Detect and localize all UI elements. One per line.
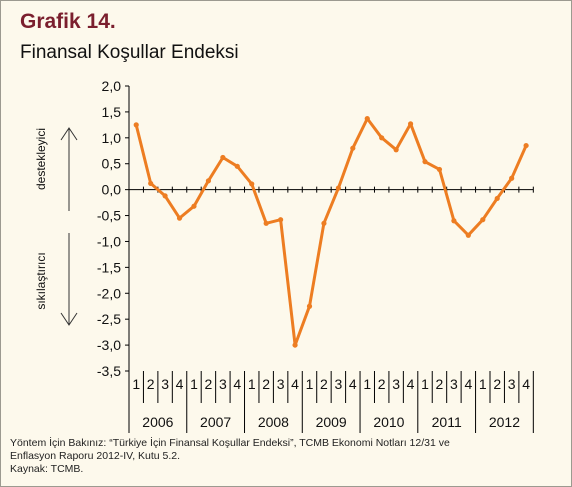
data-point bbox=[278, 217, 284, 223]
x-tick-label-year: 2009 bbox=[316, 414, 347, 430]
data-point bbox=[407, 121, 414, 127]
x-tick-label-quarter: 1 bbox=[248, 376, 256, 392]
method-note-line1: Yöntem İçin Bakınız: “Türkiye İçin Finan… bbox=[10, 437, 450, 449]
data-point bbox=[234, 163, 240, 169]
x-tick-label-quarter: 3 bbox=[277, 376, 285, 392]
x-tick-label-quarter: 2 bbox=[320, 376, 328, 392]
y-tick-label: -1,0 bbox=[97, 233, 121, 249]
series-fci bbox=[133, 116, 529, 348]
y-tick-label: -2,5 bbox=[97, 311, 121, 327]
data-point bbox=[220, 154, 226, 161]
y-tick-label: -2,0 bbox=[97, 285, 121, 301]
data-point bbox=[133, 122, 139, 128]
x-tick-label-quarter: 3 bbox=[450, 376, 458, 392]
chart-title: Grafik 14. bbox=[20, 10, 116, 33]
chart-subtitle: Finansal Koşullar Endeksi bbox=[20, 42, 239, 63]
y-tick-label: -3,5 bbox=[97, 363, 121, 379]
x-tick-label-quarter: 1 bbox=[479, 376, 487, 392]
x-tick-label-quarter: 4 bbox=[349, 376, 357, 392]
x-tick-label-quarter: 3 bbox=[219, 376, 227, 392]
x-tick-label-quarter: 4 bbox=[407, 376, 415, 392]
x-tick-label-quarter: 2 bbox=[262, 376, 270, 392]
x-tick-label-year: 2008 bbox=[258, 414, 289, 430]
data-point bbox=[350, 145, 356, 151]
source-note: Kaynak: TCMB. bbox=[10, 463, 84, 475]
x-tick-label-quarter: 4 bbox=[522, 376, 530, 392]
y-tick-label: 1,0 bbox=[102, 130, 122, 146]
data-point bbox=[205, 178, 212, 184]
annotation-lower: sıkılaştırıcı bbox=[34, 252, 48, 309]
notes: Yöntem İçin Bakınız: “Türkiye İçin Finan… bbox=[10, 437, 560, 476]
data-point bbox=[465, 232, 471, 238]
x-tick-label-quarter: 2 bbox=[205, 376, 213, 392]
x-tick-label-quarter: 1 bbox=[421, 376, 429, 392]
data-point bbox=[148, 180, 154, 187]
method-note-line2: Enflasyon Raporu 2012-IV, Kutu 5.2. bbox=[10, 450, 181, 462]
data-point bbox=[321, 220, 327, 226]
y-tick-label: 1,5 bbox=[102, 104, 122, 120]
data-point bbox=[451, 218, 457, 224]
data-point bbox=[379, 135, 385, 141]
data-point bbox=[191, 203, 197, 209]
chart-plot: 2,0 1,5 1,0 0,5 0,0 -0,5 -1,0 -1,5 -2,0 -2,5 -3,0 -… bbox=[34, 78, 534, 433]
y-tick-label: -3,0 bbox=[97, 337, 121, 353]
data-point bbox=[422, 159, 428, 165]
zero-baseline bbox=[128, 186, 534, 193]
y-tick-label: 2,0 bbox=[102, 78, 122, 94]
data-point bbox=[436, 166, 443, 173]
data-point bbox=[509, 175, 515, 181]
x-tick-label-quarter: 3 bbox=[334, 376, 342, 392]
data-point bbox=[494, 195, 500, 202]
data-point bbox=[335, 185, 341, 191]
data-point bbox=[263, 220, 269, 226]
x-tick-label-year: 2006 bbox=[142, 414, 173, 430]
x-tick-label-year: 2010 bbox=[373, 414, 404, 430]
x-tick-label-year: 2011 bbox=[432, 414, 462, 430]
y-tick-label: 0,0 bbox=[102, 182, 122, 198]
x-tick-label-quarter: 3 bbox=[392, 376, 400, 392]
y-tick-label: 0,5 bbox=[102, 156, 122, 172]
y-axis: 2,0 1,5 1,0 0,5 0,0 -0,5 -1,0 -1,5 -2,0 -2,5 -3,0 -… bbox=[97, 78, 130, 379]
arrow-down-head bbox=[60, 312, 78, 326]
data-point bbox=[306, 303, 313, 309]
series-line bbox=[134, 117, 528, 347]
x-tick-label-year: 2007 bbox=[200, 414, 231, 430]
x-tick-label-quarter: 1 bbox=[363, 376, 371, 392]
data-point bbox=[523, 142, 529, 149]
data-point bbox=[249, 181, 255, 187]
annotation-upper: destekleyici bbox=[34, 128, 48, 190]
x-tick-label-quarter: 2 bbox=[493, 376, 501, 392]
data-point bbox=[162, 193, 168, 199]
x-tick-label-quarter: 4 bbox=[176, 376, 184, 392]
x-tick-label-year: 2012 bbox=[489, 414, 520, 430]
x-tick-label-quarter: 1 bbox=[306, 376, 314, 392]
data-point bbox=[292, 342, 298, 348]
direction-annotations: destekleyici sıkılaştırıcı bbox=[34, 127, 78, 326]
data-point bbox=[176, 215, 183, 221]
data-point bbox=[393, 147, 399, 153]
x-tick-label-quarter: 3 bbox=[508, 376, 516, 392]
arrow-up-head bbox=[60, 127, 78, 141]
data-point bbox=[364, 116, 370, 122]
x-tick-label-quarter: 2 bbox=[436, 376, 444, 392]
x-tick-label-quarter: 4 bbox=[464, 376, 472, 392]
x-tick-label-quarter: 1 bbox=[132, 376, 140, 392]
y-tick-label: -0,5 bbox=[97, 208, 121, 224]
x-tick-label-quarter: 1 bbox=[190, 376, 198, 392]
y-tick-label: -1,5 bbox=[97, 259, 121, 275]
x-tick-label-quarter: 2 bbox=[378, 376, 386, 392]
x-tick-label-quarter: 4 bbox=[233, 376, 241, 392]
x-tick-label-quarter: 3 bbox=[161, 376, 169, 392]
x-tick-label-quarter: 4 bbox=[291, 376, 299, 392]
data-point bbox=[480, 217, 486, 223]
x-tick-label-quarter: 2 bbox=[147, 376, 155, 392]
